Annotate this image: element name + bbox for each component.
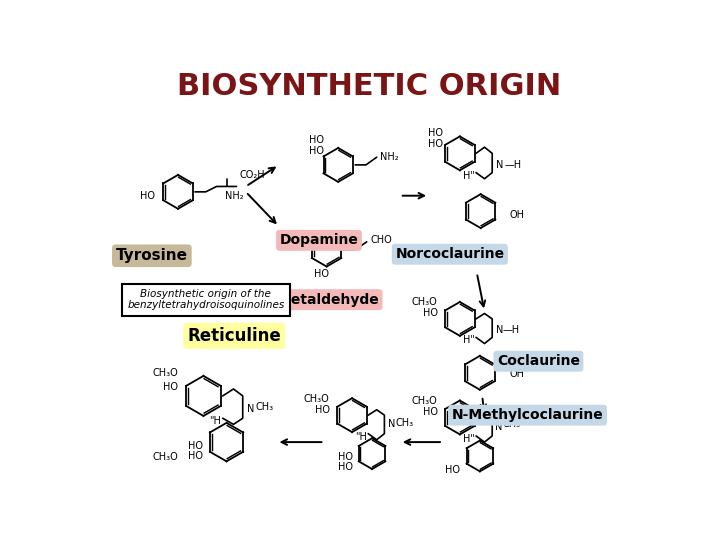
Text: —H: —H (503, 326, 520, 335)
Text: CO₂H: CO₂H (240, 170, 265, 180)
Text: CH₃: CH₃ (256, 402, 274, 411)
Text: OH: OH (510, 210, 525, 220)
Text: N: N (248, 404, 255, 414)
Text: HO: HO (423, 308, 438, 318)
Text: H": H" (463, 434, 474, 444)
Text: Norcoclaurine: Norcoclaurine (395, 247, 505, 261)
Text: CH₃O: CH₃O (304, 394, 330, 404)
Text: CH₃: CH₃ (503, 420, 521, 429)
Text: HO: HO (314, 269, 329, 279)
Text: N: N (495, 422, 503, 431)
Text: Biosynthetic origin of the
benzyltetrahydroisoquinolines: Biosynthetic origin of the benzyltetrahy… (127, 289, 284, 310)
Text: HO: HO (310, 146, 324, 156)
Text: "H: "H (355, 431, 366, 442)
Text: Tyrosine: Tyrosine (116, 248, 188, 264)
Text: HO: HO (163, 382, 178, 392)
Text: HO: HO (315, 405, 330, 415)
Text: CH₃O: CH₃O (412, 297, 438, 307)
Text: HO: HO (428, 127, 443, 138)
Text: OH: OH (509, 369, 524, 379)
Text: CH₃O: CH₃O (153, 368, 178, 378)
Text: Coclaurine: Coclaurine (497, 354, 580, 368)
Text: HO: HO (445, 465, 460, 475)
Text: HO: HO (338, 462, 353, 472)
Text: HO: HO (310, 135, 324, 145)
Text: NH₂: NH₂ (379, 152, 398, 162)
Text: NH₂: NH₂ (225, 191, 243, 201)
Text: H": H" (464, 172, 475, 181)
Text: HO: HO (423, 407, 438, 417)
Text: N-Methylcoclaurine: N-Methylcoclaurine (451, 408, 603, 422)
Text: H": H" (463, 335, 474, 346)
Text: HO: HO (428, 139, 443, 149)
Text: "H: "H (210, 416, 221, 426)
Text: Dopamine: Dopamine (279, 233, 359, 247)
Text: N: N (496, 326, 503, 335)
Text: HO: HO (338, 453, 353, 462)
Text: HO: HO (189, 451, 204, 461)
Text: Reticuline: Reticuline (187, 327, 281, 345)
Text: CH₃O: CH₃O (412, 396, 438, 406)
Text: N: N (388, 420, 395, 429)
Text: BIOSYNTHETIC ORIGIN: BIOSYNTHETIC ORIGIN (177, 72, 561, 101)
Text: N: N (496, 160, 503, 170)
Text: HO: HO (189, 441, 204, 451)
Text: CH₃O: CH₃O (153, 453, 178, 462)
Text: —H: —H (505, 160, 522, 170)
Text: Phenylacetaldehyde: Phenylacetaldehyde (220, 293, 379, 307)
Text: CH₃: CH₃ (395, 418, 413, 428)
Text: HO: HO (140, 191, 155, 201)
Text: CHO: CHO (371, 235, 392, 245)
